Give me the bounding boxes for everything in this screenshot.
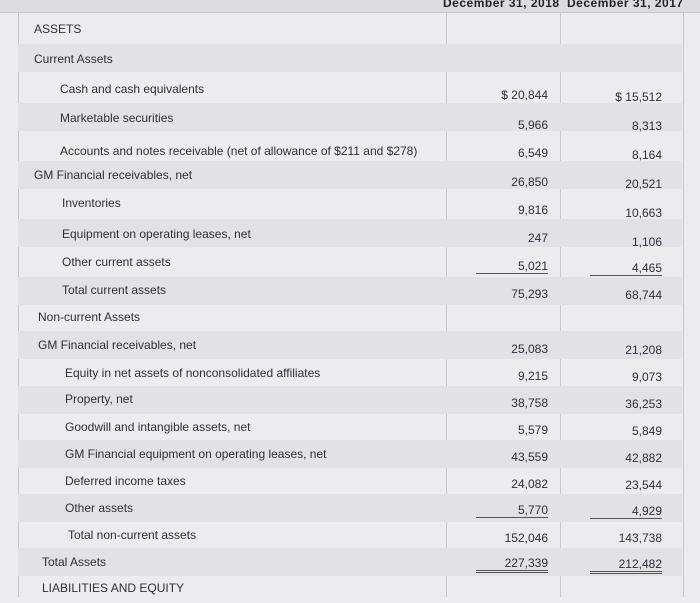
column-header-2018: December 31, 2018 [443, 0, 560, 10]
row-label: Total non-current assets [68, 528, 197, 542]
column-header-strip: December 31, 2018 December 31, 2017 [0, 0, 700, 13]
value-2017: $ 15,512 [615, 90, 662, 104]
value-2017: 36,253 [625, 397, 662, 411]
section-row-assets: ASSETS [18, 14, 682, 42]
value-2017: 10,663 [625, 206, 662, 220]
table-row-total: Total current assets 75,293 68,744 [18, 277, 682, 305]
table-row: Inventories 9,816 10,663 [18, 190, 682, 220]
value-2017: 8,164 [631, 148, 662, 162]
value-2018: 24,082 [511, 477, 548, 491]
value-2018: 6,549 [517, 146, 548, 160]
section-row-noncurrent-assets: Non-current Assets [18, 304, 682, 332]
row-label: Total current assets [62, 283, 167, 297]
table-row: GM Financial equipment on operating leas… [18, 440, 682, 468]
row-label: Cash and cash equivalents [60, 82, 205, 96]
table-row: Other current assets 5,021 4,465 [18, 248, 682, 276]
row-label: Other assets [65, 501, 134, 515]
row-label: Marketable securities [60, 111, 174, 125]
value-2017: 212,482 [590, 557, 662, 574]
value-2017: 8,313 [631, 119, 662, 133]
value-2017: 9,073 [631, 370, 662, 384]
row-label: GM Financial receivables, net [38, 338, 197, 352]
section-heading-liabilities: LIABILITIES AND EQUITY [42, 581, 185, 595]
row-label: Goodwill and intangible assets, net [65, 420, 251, 434]
section-heading-noncurrent-assets: Non-current Assets [38, 310, 141, 324]
row-label: Property, net [65, 392, 133, 406]
value-2018: 247 [527, 231, 548, 245]
table-row: Equity in net assets of nonconsolidated … [18, 359, 682, 387]
value-2017: 23,544 [625, 478, 662, 492]
value-2017: 68,744 [625, 288, 662, 302]
row-label: Accounts and notes receivable (net of al… [60, 144, 418, 158]
table-row-total: Total non-current assets 152,046 143,738 [18, 521, 682, 549]
table-row: GM Financial receivables, net 25,083 21,… [18, 331, 682, 359]
table-row: GM Financial receivables, net 26,850 20,… [18, 161, 682, 191]
value-2018: 9,215 [517, 369, 548, 383]
value-2018: 75,293 [511, 287, 548, 301]
value-2018: 5,770 [476, 503, 548, 518]
section-row-liabilities: LIABILITIES AND EQUITY [18, 575, 682, 603]
value-2018: 43,559 [511, 450, 548, 464]
table-row: Other assets 5,770 4,929 [18, 494, 682, 522]
row-label: Equity in net assets of nonconsolidated … [65, 366, 321, 380]
value-2017: 4,465 [590, 261, 662, 276]
value-2017: 5,849 [631, 424, 662, 438]
table-row-grand-total: Total Assets 227,339 212,482 [18, 548, 682, 576]
row-label: Equipment on operating leases, net [62, 227, 251, 241]
row-label: Deferred income taxes [65, 474, 186, 488]
value-2018: 5,021 [476, 259, 548, 274]
section-row-current-assets: Current Assets [18, 44, 682, 72]
table-row: Goodwill and intangible assets, net 5,57… [18, 413, 682, 441]
row-label: GM Financial receivables, net [34, 168, 193, 182]
value-2017: 42,882 [625, 451, 662, 465]
table-row: Equipment on operating leases, net 247 1… [18, 219, 682, 249]
value-2018: 25,083 [511, 342, 548, 356]
table-row: Property, net 38,758 36,253 [18, 386, 682, 414]
row-label: Inventories [62, 196, 121, 210]
section-heading-assets: ASSETS [34, 22, 82, 36]
value-2018: $ 20,844 [501, 88, 548, 102]
value-2017: 4,929 [590, 504, 662, 519]
section-heading-current-assets: Current Assets [34, 52, 113, 66]
column-header-2017: December 31, 2017 [567, 0, 684, 10]
value-2018: 38,758 [511, 396, 548, 410]
value-2018: 5,579 [517, 423, 548, 437]
row-label: Other current assets [62, 255, 171, 269]
value-2017: 1,106 [631, 235, 662, 249]
value-2018: 26,850 [511, 175, 548, 189]
table-row: Deferred income taxes 24,082 23,544 [18, 467, 682, 495]
value-2018: 5,966 [517, 118, 548, 132]
value-2017: 21,208 [625, 343, 662, 357]
value-2018: 227,339 [476, 556, 548, 573]
value-2018: 9,816 [517, 203, 548, 217]
row-label: GM Financial equipment on operating leas… [65, 447, 327, 461]
table-row: Marketable securities 5,966 8,313 [18, 103, 682, 133]
table-row: Accounts and notes receivable (net of al… [18, 132, 682, 162]
value-2018: 152,046 [504, 531, 548, 545]
row-label: Total Assets [42, 555, 107, 569]
value-2017: 20,521 [625, 177, 662, 191]
value-2017: 143,738 [618, 531, 662, 545]
table-row: Cash and cash equivalents $ 20,844 $ 15,… [18, 74, 682, 104]
